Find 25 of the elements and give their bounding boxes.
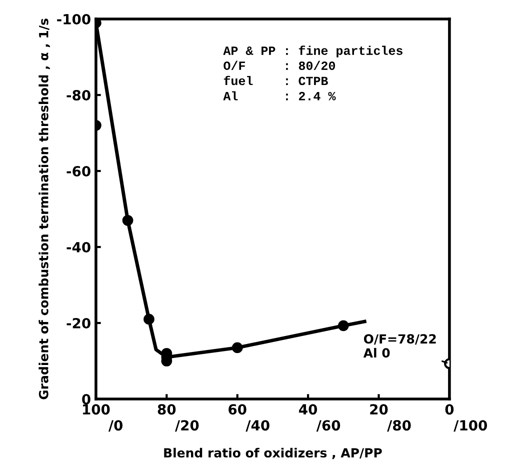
y-tick-label: -40: [66, 242, 90, 252]
x-tick-label: 100: [83, 404, 110, 415]
text: /60: [316, 420, 340, 432]
annotation: fuel : CTPB: [224, 76, 328, 86]
text: /100: [454, 420, 488, 432]
annotation: O/F : 80/20: [224, 60, 336, 70]
y-tick-label: -80: [66, 90, 90, 100]
text: /40: [246, 420, 270, 432]
x-tick-label: 80: [158, 404, 176, 415]
annotation: Al : 2.4 %: [223, 91, 336, 100]
y-tick-label: 0: [82, 394, 90, 404]
x-tick-label: 20: [370, 404, 388, 415]
x-axis-title: Blend ratio of oxidizers , AP/PP: [164, 448, 382, 460]
y-axis-title: Gradient of combustion termination threshold , α , 1/s: [38, 18, 50, 400]
y-tick-label: -100: [57, 14, 90, 24]
y-tick-label: -60: [66, 166, 90, 176]
text: /80: [387, 420, 411, 432]
x-tick-label: 0: [445, 404, 454, 415]
y-tick-label: -20: [66, 318, 90, 328]
text: /0: [108, 420, 123, 432]
annotation: AP & PP : fine particles: [223, 46, 402, 58]
text: /20: [174, 420, 199, 432]
x-tick-label: 40: [299, 404, 318, 415]
x-tick-label: 60: [228, 404, 246, 415]
annotation: O/F=78/22 Al 0: [363, 334, 436, 358]
